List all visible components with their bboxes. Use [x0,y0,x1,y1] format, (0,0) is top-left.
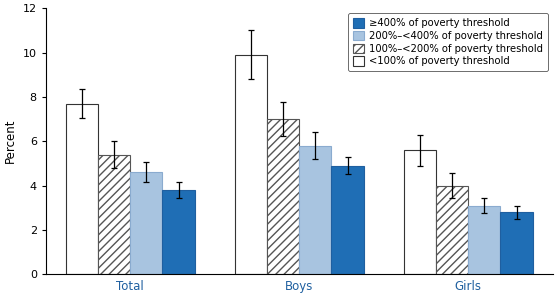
Bar [436,186,468,274]
Bar [267,119,299,274]
Bar [130,172,163,274]
Bar [163,190,194,274]
Bar [235,55,267,274]
Bar [66,104,98,274]
Legend: ≥400% of poverty threshold, 200%–<400% of poverty threshold, 100%–<200% of pover: ≥400% of poverty threshold, 200%–<400% o… [348,13,548,72]
Bar [299,146,331,274]
Bar [98,154,130,274]
Bar [500,212,532,274]
Bar [331,166,364,274]
Y-axis label: Percent: Percent [4,119,17,163]
Bar [468,206,500,274]
Bar [404,150,436,274]
